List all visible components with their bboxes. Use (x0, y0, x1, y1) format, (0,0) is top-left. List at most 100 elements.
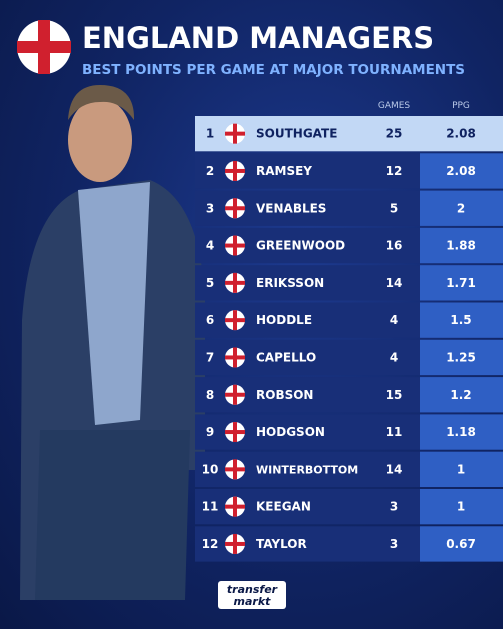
games: 5 (390, 201, 398, 215)
ppg: 2 (457, 201, 465, 215)
row-flag (225, 422, 245, 443)
rank: 4 (206, 239, 214, 253)
rank: 11 (202, 500, 219, 514)
ppg: 1.25 (446, 350, 476, 364)
manager-name: TAYLOR (256, 537, 307, 551)
ppg: 0.67 (446, 537, 476, 551)
table-row: 2 RAMSEY 12 2.08 (195, 153, 503, 189)
row-flag (225, 496, 245, 517)
table-row: 10 WINTERBOTTOM 14 1 (195, 451, 503, 487)
flag-cross (225, 430, 245, 435)
rank: 12 (202, 537, 219, 551)
flag-cross (225, 243, 245, 248)
row-flag (225, 160, 245, 181)
ppg: 1.5 (450, 313, 471, 327)
ppg-cell (420, 190, 503, 226)
games: 14 (386, 276, 403, 290)
column-header: PPG (452, 101, 470, 111)
rank: 3 (206, 201, 214, 215)
subtitle: BEST POINTS PER GAME AT MAJOR TOURNAMENT… (82, 62, 465, 78)
flag-cross (225, 318, 245, 323)
rank: 2 (206, 164, 214, 178)
games: 16 (386, 239, 403, 253)
row-flag (225, 198, 245, 219)
flag-cross (225, 131, 245, 136)
manager-name: ERIKSSON (256, 276, 324, 290)
ppg-cell (420, 153, 503, 189)
manager-name: CAPELLO (256, 350, 316, 364)
ppg: 2.08 (446, 164, 476, 178)
ppg-cell (420, 489, 503, 525)
table-row: 5 ERIKSSON 14 1.71 (195, 265, 503, 301)
row-flag (225, 272, 245, 293)
rank: 5 (206, 276, 214, 290)
ppg: 1.2 (450, 388, 471, 402)
ppg: 1.88 (446, 239, 476, 253)
flag-cross (225, 541, 245, 546)
flag-cross (225, 206, 245, 211)
table-row: 6 HODDLE 4 1.5 (195, 302, 503, 338)
ppg-cell (420, 377, 503, 413)
games: 12 (386, 164, 403, 178)
column-header: GAMES (378, 101, 411, 111)
rank: 8 (206, 388, 214, 402)
ppg: 1 (457, 500, 465, 514)
table-row: 7 CAPELLO 4 1.25 (195, 339, 503, 376)
ppg-cell (420, 265, 503, 301)
rank: 1 (206, 127, 214, 141)
games: 3 (390, 537, 398, 551)
flag-cross (225, 392, 245, 397)
ppg-cell (420, 451, 503, 487)
ppg-cell (420, 227, 503, 264)
row-flag (225, 347, 245, 368)
flag-cross (225, 168, 245, 173)
manager-name: ROBSON (256, 388, 313, 402)
flag-cross (225, 504, 245, 509)
games: 11 (386, 425, 403, 439)
table-row: 8 ROBSON 15 1.2 (195, 377, 503, 413)
row-flag (225, 533, 245, 554)
table-row: 1 SOUTHGATE 25 2.08 (195, 116, 503, 152)
row-flag (225, 310, 245, 331)
logo-text: markt (234, 595, 272, 608)
rank: 6 (206, 313, 214, 327)
rank: 9 (206, 425, 214, 439)
table-row: 3 VENABLES 5 2 (195, 190, 503, 226)
ppg-cell (420, 526, 503, 562)
table-row: 9 HODGSON 11 1.18 (195, 414, 503, 450)
games: 25 (386, 127, 403, 141)
games: 14 (386, 462, 403, 476)
games: 3 (390, 500, 398, 514)
games: 4 (390, 350, 398, 364)
games: 15 (386, 388, 403, 402)
table: 1 SOUTHGATE 25 2.082 RAMSEY 12 2.083 VENABLES 5 2… (195, 116, 503, 562)
ppg-cell (420, 414, 503, 450)
rank: 7 (206, 350, 214, 364)
flag-cross (225, 355, 245, 360)
row-flag (225, 123, 245, 144)
header-flag (17, 20, 71, 74)
row-flag (225, 459, 245, 480)
person-photo (20, 85, 205, 600)
table-row: 12 TAYLOR 3 0.67 (195, 526, 503, 562)
row-flag (225, 384, 245, 405)
manager-name: HODGSON (256, 425, 325, 439)
ppg: 1.18 (446, 425, 476, 439)
manager-name: HODDLE (256, 313, 312, 327)
manager-name: SOUTHGATE (256, 127, 337, 141)
manager-name: KEEGAN (256, 500, 311, 514)
row-flag (225, 235, 245, 256)
manager-name: RAMSEY (256, 164, 312, 178)
manager-name: GREENWOOD (256, 239, 345, 253)
flag-cross (225, 280, 245, 285)
manager-name: WINTERBOTTOM (256, 463, 358, 476)
manager-name: VENABLES (256, 201, 326, 215)
title: ENGLAND MANAGERS (82, 21, 434, 55)
rank: 10 (202, 462, 219, 476)
ppg: 1 (457, 462, 465, 476)
ppg-cell (420, 339, 503, 376)
table-row: 4 GREENWOOD 16 1.88 (195, 227, 503, 264)
row-background (195, 116, 503, 152)
